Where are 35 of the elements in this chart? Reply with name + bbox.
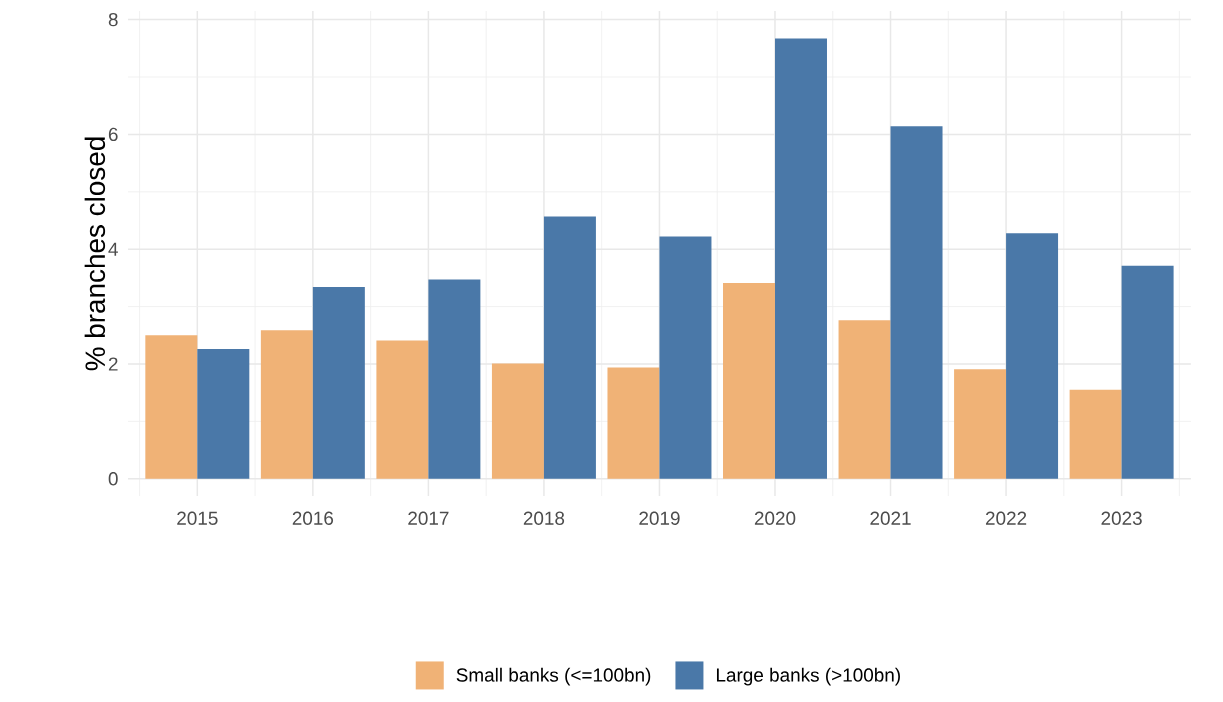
- x-tick-label: 2021: [870, 511, 911, 525]
- bar: [1006, 233, 1059, 479]
- bar: [312, 287, 365, 479]
- bar: [659, 236, 712, 479]
- y-tick-label: 6: [108, 127, 118, 142]
- bar: [607, 367, 660, 479]
- y-tick-label: 0: [108, 472, 118, 486]
- legend-label: Small banks (<=100bn): [456, 667, 651, 686]
- x-tick-label: 2018: [523, 511, 565, 525]
- y-axis-title: % branches closed: [84, 137, 106, 371]
- y-tick-label: 2: [108, 357, 118, 371]
- x-tick-label: 2016: [292, 511, 334, 525]
- x-tick-label: 2019: [639, 511, 680, 525]
- y-tick-label: 4: [108, 242, 118, 256]
- bar: [1069, 389, 1122, 479]
- bar: [491, 363, 544, 479]
- x-tick-label: 2020: [754, 511, 796, 525]
- bar: [1121, 265, 1174, 479]
- x-tick-label: 2022: [985, 511, 1027, 525]
- legend-label: Large banks (>100bn): [716, 667, 900, 686]
- bar: [723, 283, 775, 479]
- bar: [954, 369, 1007, 479]
- x-tick-label: 2015: [177, 511, 218, 525]
- x-tick-label: 2023: [1101, 511, 1142, 525]
- bar: [260, 330, 313, 479]
- bar: [197, 349, 250, 479]
- bar: [145, 335, 198, 479]
- bar: [838, 320, 891, 479]
- bar: [376, 340, 429, 479]
- bar: [543, 216, 596, 479]
- bar: [890, 126, 943, 479]
- x-tick-label: 2017: [408, 511, 449, 525]
- bar: [775, 38, 827, 479]
- y-tick-label: 8: [108, 12, 118, 27]
- bar: [428, 279, 481, 479]
